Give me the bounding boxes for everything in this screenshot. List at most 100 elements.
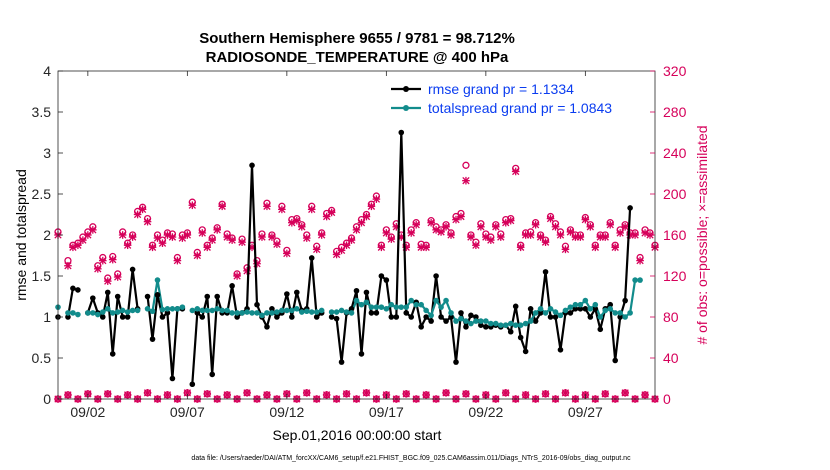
totalspread-point <box>473 318 479 324</box>
totalspread-point <box>234 310 240 316</box>
rmse-point <box>587 314 594 320</box>
rmse-point <box>537 310 544 316</box>
totalspread-point <box>95 311 101 318</box>
obs-assimilated-marker <box>412 220 420 229</box>
rmse-point <box>189 381 196 388</box>
obs-assimilated-base-marker <box>322 391 331 399</box>
rmse-point <box>438 314 444 320</box>
totalspread-point <box>134 307 141 314</box>
obs-assimilated-marker <box>278 205 286 214</box>
totalspread-point <box>244 309 250 315</box>
obs-assimilated-marker <box>581 215 590 224</box>
obs-assimilated-base-marker <box>342 390 351 398</box>
x-axis-label: Sep.01,2016 00:00:00 start <box>273 427 442 443</box>
rmse-point <box>199 314 206 320</box>
rmse-point <box>398 129 405 136</box>
obs-assimilated-marker <box>352 226 361 234</box>
totalspread-point <box>567 304 574 310</box>
totalspread-point <box>433 297 439 304</box>
obs-assimilated-marker <box>327 208 336 217</box>
rmse-point <box>433 273 439 279</box>
totalspread-point <box>517 322 524 329</box>
totalspread-point <box>493 320 499 327</box>
totalspread-point <box>229 310 235 316</box>
totalspread-point <box>378 304 385 310</box>
totalspread-point <box>109 310 116 316</box>
obs-assimilated-marker <box>263 202 271 211</box>
rmse-point <box>567 310 574 316</box>
rmse-point <box>104 289 111 296</box>
rmse-point <box>294 289 300 296</box>
obs-assimilated-base-marker <box>601 390 610 398</box>
obs-assimilated-marker <box>183 231 192 239</box>
obs-assimilated-marker <box>283 249 291 258</box>
obs-assimilated-marker <box>203 243 212 252</box>
totalspread-point <box>328 309 335 315</box>
obs-assimilated-base-marker <box>223 391 231 399</box>
rmse-point <box>443 318 449 324</box>
totalspread-point <box>383 306 390 312</box>
rmse-point <box>229 283 235 289</box>
rmse-point <box>209 371 216 378</box>
obs-assimilated-marker <box>302 234 311 242</box>
totalspread-point <box>398 304 405 310</box>
rmse-point <box>378 273 385 279</box>
totalspread-point <box>592 301 599 308</box>
rmse-point <box>149 336 156 342</box>
obs-assimilated-base-marker <box>541 390 550 398</box>
totalspread-point <box>75 311 81 318</box>
totalspread-point <box>308 309 315 315</box>
obs-assimilated-marker <box>457 212 465 221</box>
rmse-point <box>403 310 410 316</box>
rmse-point <box>249 162 255 169</box>
totalspread-point <box>617 310 623 316</box>
rmse-point <box>164 310 171 316</box>
y-right-tick-label: 0 <box>663 391 671 407</box>
rmse-point <box>159 314 166 320</box>
totalspread-point <box>453 318 459 324</box>
rmse-point <box>194 310 201 316</box>
obs-assimilated-marker <box>601 233 610 241</box>
x-tick-label: 09/17 <box>369 404 404 420</box>
x-tick-label: 09/12 <box>269 404 304 420</box>
totalspread-point <box>572 301 579 308</box>
totalspread-point <box>632 277 638 283</box>
obs-assimilated-marker <box>541 238 550 246</box>
totalspread-point <box>582 297 589 304</box>
obs-assimilated-base-marker <box>302 389 311 397</box>
totalspread-point <box>403 304 410 310</box>
totalspread-point <box>627 310 633 316</box>
rmse-point <box>527 306 534 312</box>
obs-assimilated-marker <box>516 243 525 252</box>
rmse-point <box>468 312 474 319</box>
obs-assimilated-base-marker <box>263 391 271 399</box>
totalspread-point <box>373 304 380 310</box>
obs-assimilated-marker <box>447 231 455 239</box>
rmse-point <box>373 310 380 316</box>
obs-assimilated-marker <box>103 277 112 285</box>
rmse-point <box>129 266 136 273</box>
rmse-point <box>70 285 76 292</box>
obs-assimilated-base-marker <box>143 389 152 397</box>
obs-assimilated-base-marker <box>422 391 430 399</box>
totalspread-point <box>70 310 76 316</box>
totalspread-point <box>144 306 151 312</box>
rmse-point <box>308 255 315 261</box>
rmse-point <box>313 314 320 320</box>
totalspread-point <box>90 310 96 316</box>
obs-assimilated-marker <box>511 167 520 176</box>
obs-assimilated-marker <box>407 229 416 237</box>
obs-assimilated-marker <box>382 229 391 237</box>
rmse-point <box>358 351 365 357</box>
totalspread-point <box>124 309 131 315</box>
totalspread-point <box>269 310 275 316</box>
obs-assimilated-marker <box>551 223 560 231</box>
obs-assimilated-marker <box>238 238 246 246</box>
axis-ticks: 00.511.522.533.5404080120160200240280320… <box>32 63 687 420</box>
totalspread-point <box>483 318 489 324</box>
totalspread-point <box>348 310 355 316</box>
obs-assimilated-marker <box>546 214 555 223</box>
obs-assimilated-marker <box>526 231 535 239</box>
rmse-point <box>353 287 360 294</box>
